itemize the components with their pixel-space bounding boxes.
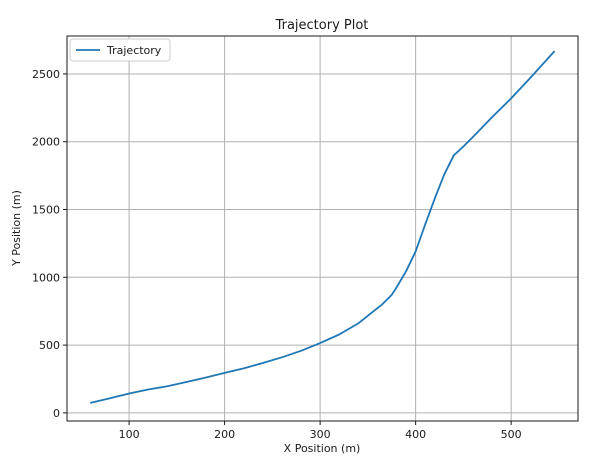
- chart-title: Trajectory Plot: [275, 18, 369, 33]
- series-line-trajectory: [90, 50, 555, 404]
- legend-label-trajectory: Trajectory: [106, 44, 162, 57]
- x-axis-title: X Position (m): [284, 442, 361, 455]
- x-tick-label: 400: [405, 428, 426, 441]
- y-tick-label: 500: [39, 339, 60, 352]
- grid-lines: [67, 36, 578, 421]
- series-layer: [90, 50, 555, 404]
- x-tick-label: 500: [501, 428, 522, 441]
- y-tick-label: 1500: [32, 204, 60, 217]
- y-tick-label: 2000: [32, 136, 60, 149]
- y-tick-label: 1000: [32, 271, 60, 284]
- x-tick-label: 100: [119, 428, 140, 441]
- axis-ticks: 100 200 300 400 500 0 500 1000 1500 2000 2500: [32, 68, 522, 441]
- plot-frame: [66, 35, 579, 422]
- legend-box: [69, 38, 171, 62]
- x-tick-label: 200: [214, 428, 235, 441]
- y-axis-title: Y Position (m): [10, 190, 23, 267]
- y-tick-label: 0: [53, 407, 60, 420]
- y-tick-label: 2500: [32, 68, 60, 81]
- legend: Trajectory: [69, 38, 171, 62]
- x-tick-label: 300: [310, 428, 331, 441]
